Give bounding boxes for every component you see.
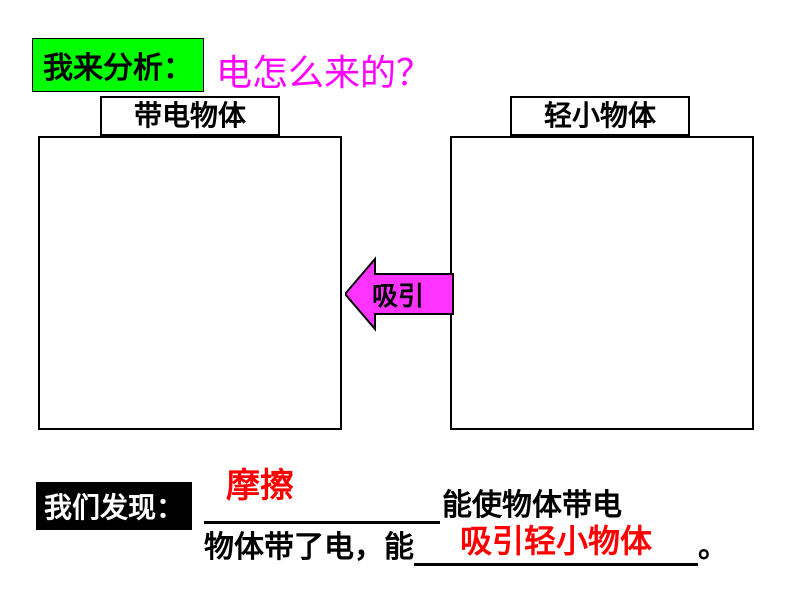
line2-prefix: 物体带了电，能 bbox=[204, 531, 414, 564]
analysis-label: 我来分析： bbox=[32, 38, 204, 92]
finding-label: 我们发现： bbox=[36, 482, 192, 530]
arrow-text: 吸引 bbox=[372, 276, 424, 313]
fill-answer-2: 吸引轻小物体 bbox=[460, 516, 652, 562]
box-label-right: 轻小物体 bbox=[510, 96, 690, 136]
big-box-left bbox=[38, 136, 342, 430]
big-box-right bbox=[450, 136, 754, 430]
question-text: 电怎么来的？ bbox=[216, 44, 432, 96]
box-label-left: 带电物体 bbox=[100, 96, 280, 136]
fill-answer-1: 摩擦 bbox=[226, 458, 294, 507]
line2-suffix: 。 bbox=[698, 531, 728, 564]
